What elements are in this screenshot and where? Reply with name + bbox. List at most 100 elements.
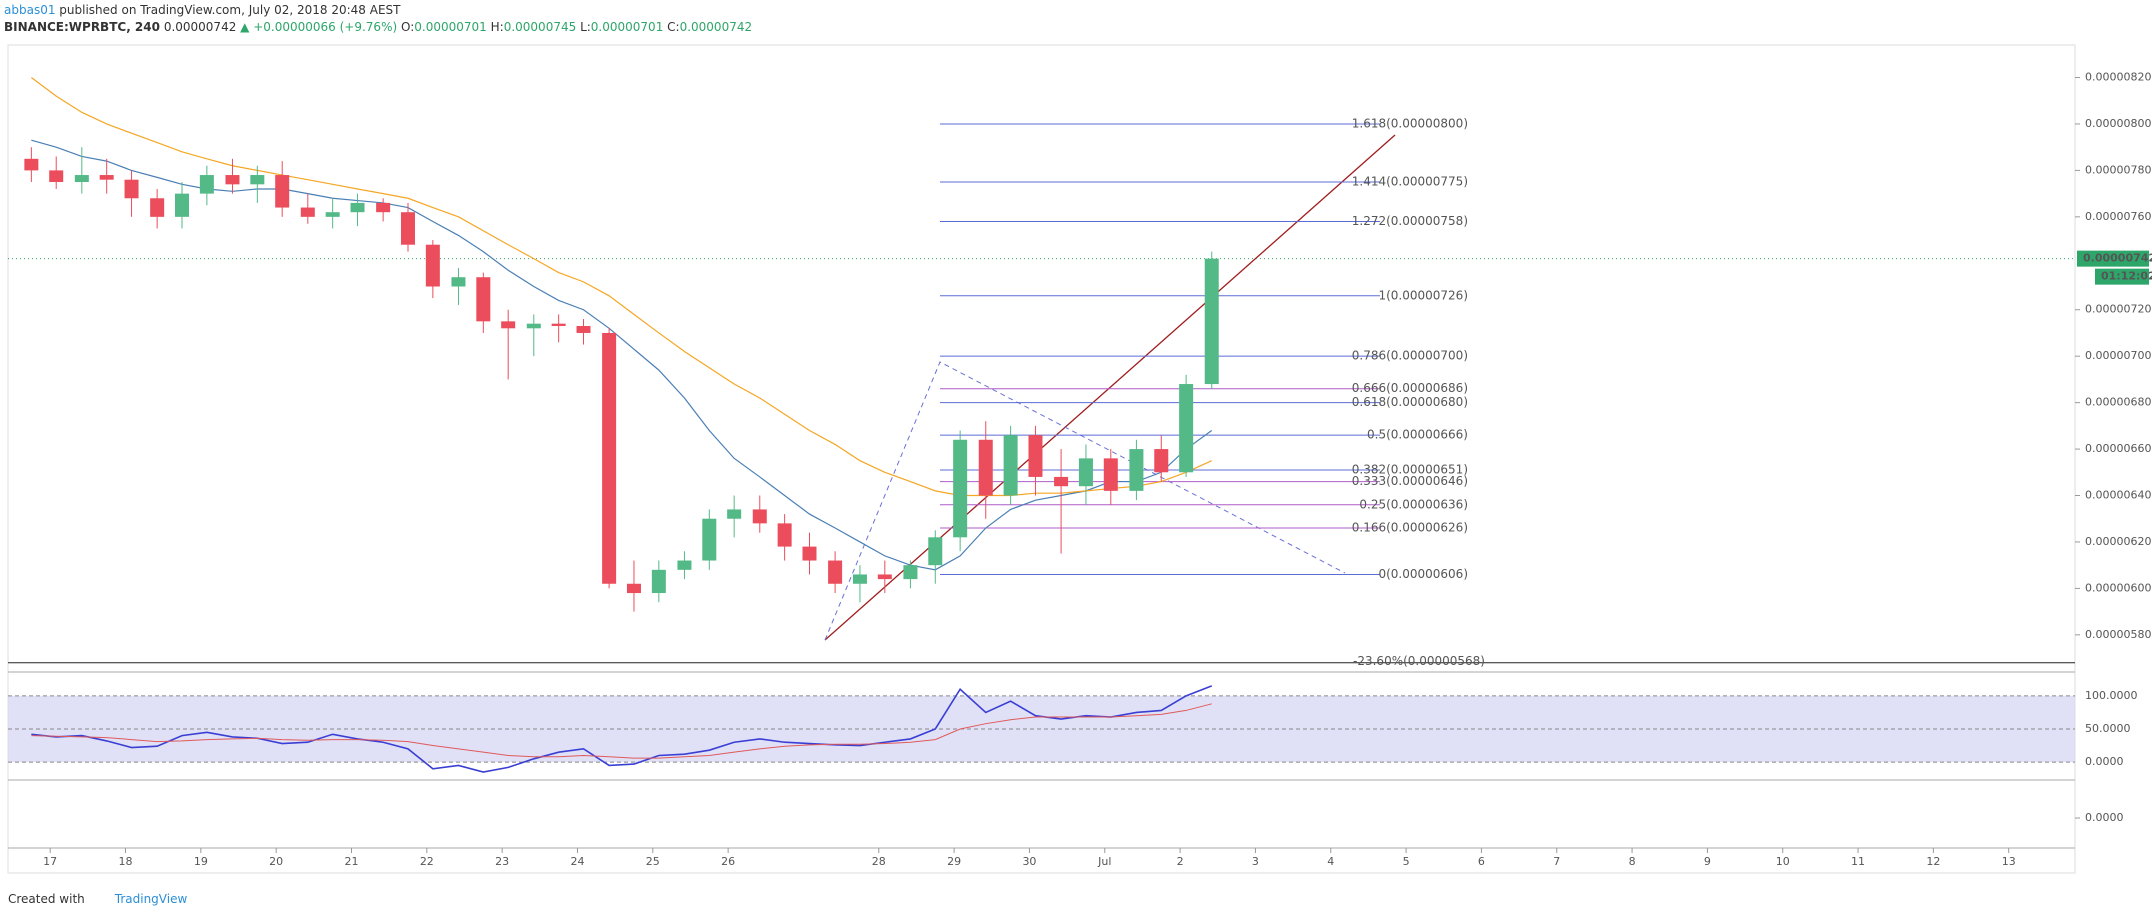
fib-label: 0.25(0.00000636) [1359, 497, 1468, 511]
x-tick-label: 30 [1022, 855, 1036, 868]
candle-body [626, 583, 641, 594]
y-tick-label: 0.00000780 [2085, 163, 2151, 176]
candle-body [602, 332, 617, 584]
candle-body [124, 179, 139, 199]
candle-body [651, 569, 666, 594]
y-tick-label: 0.00000720 [2085, 303, 2151, 316]
x-tick-label: 4 [1327, 855, 1334, 868]
countdown-label: 01:12:02 [2101, 270, 2152, 283]
candle-body [175, 193, 190, 217]
candle-body [802, 546, 817, 561]
fib-label: 0(0.00000606) [1378, 567, 1468, 581]
y-tick-label: 0.00000660 [2085, 442, 2151, 455]
fib-label: 1(0.00000726) [1378, 288, 1468, 302]
fib-base [824, 361, 1346, 641]
chart: 17 18 19 20 21 22 23 24 25 26 28 29 30 Jul 2 3 4 5 6 7 8 9 10 1… [7, 44, 2152, 874]
rsi-line [31, 703, 1212, 759]
rsi-tick-label: 100.0000 [2085, 689, 2138, 702]
candle-body [828, 560, 843, 584]
ohlc-key: L: [580, 20, 591, 34]
symbol-line: BINANCE:WPRBTC, 240 0.00000742 ▲ +0.0000… [4, 19, 752, 36]
candle-body [727, 509, 742, 519]
last-price-box [2077, 250, 2149, 267]
candle-body [777, 523, 792, 547]
x-tick-label: 18 [119, 855, 133, 868]
candle-body [376, 202, 391, 213]
moving-average [31, 139, 1213, 571]
macd-tick-label: 0.0000 [2085, 811, 2124, 824]
y-tick-label: 0.00000600 [2085, 581, 2151, 594]
extension-label: -23.60%(0.00000568) [1353, 654, 1485, 668]
candle-body [225, 175, 240, 185]
candle-body [1103, 458, 1118, 491]
countdown-box [2095, 268, 2149, 285]
candle-body [752, 509, 767, 524]
candle-body [275, 175, 290, 208]
candle-body [250, 175, 265, 185]
header: abbas01 published on TradingView.com, Ju… [4, 2, 752, 36]
x-tick-label: 8 [1629, 855, 1636, 868]
candle-body [1154, 449, 1169, 473]
candle-body [1003, 435, 1018, 496]
created: Created with [8, 892, 85, 906]
x-tick-label: 2 [1177, 855, 1184, 868]
x-tick-label: 3 [1252, 855, 1259, 868]
candle-body [1179, 384, 1194, 473]
candle-body [350, 202, 365, 213]
x-tick-label: 25 [646, 855, 660, 868]
ohlc-value: 0.00000742 [679, 20, 753, 34]
trend-line [824, 134, 1396, 641]
rsi-line [31, 685, 1213, 773]
candle-body [526, 323, 541, 329]
candle-body [74, 175, 89, 183]
rsi-tick-label: 50.0000 [2085, 722, 2131, 735]
candle-body [1054, 476, 1069, 487]
moving-average [30, 77, 1212, 497]
ohlc-value: 0.00000701 [590, 20, 664, 34]
ohlc-key: C: [667, 20, 680, 34]
x-tick-label: 13 [2002, 855, 2016, 868]
ohlc-value: 0.00000701 [414, 20, 487, 34]
candle-body [1028, 435, 1043, 477]
candle-body [300, 207, 315, 217]
price: 0.00000742 [163, 20, 237, 34]
x-tick-label: 22 [420, 855, 434, 868]
x-tick-label: 21 [344, 855, 358, 868]
x-tick-label: 29 [947, 855, 961, 868]
published: published on TradingView.com, July 02, 2… [59, 3, 401, 17]
footer: Created with TradingView [8, 892, 187, 906]
x-tick-label: 12 [1926, 855, 1940, 868]
rsi-tick-label: 0.0000 [2085, 755, 2124, 768]
candle-body [476, 277, 491, 322]
ohlc-key: O: [400, 20, 415, 34]
candle-body [24, 158, 39, 171]
x-tick-label: 23 [495, 855, 509, 868]
candle-body [451, 277, 466, 287]
brand[interactable]: TradingView [114, 892, 188, 906]
author[interactable]: abbas01 [4, 3, 56, 17]
candle-body [49, 170, 64, 183]
y-tick-label: 0.00000620 [2085, 535, 2151, 548]
fib-label: 0.166(0.00000626) [1352, 521, 1468, 535]
y-tick-label: 0.00000640 [2085, 489, 2151, 502]
candle-body [501, 321, 516, 329]
x-tick-label: 24 [570, 855, 584, 868]
y-tick-label: 0.00000800 [2085, 117, 2151, 130]
x-tick-label: 7 [1553, 855, 1560, 868]
change: ▲ +0.00000066 (+9.76%) [240, 20, 398, 34]
ohlc: O:0.00000701 H:0.00000745 L:0.00000701 C… [401, 20, 752, 34]
x-tick-label: 28 [872, 855, 886, 868]
candle-body [877, 574, 892, 580]
x-tick-label: 20 [269, 855, 283, 868]
candle-body [903, 565, 918, 580]
candle-body [551, 323, 566, 326]
candle-body [702, 518, 717, 561]
fib-label: 0.666(0.00000686) [1352, 381, 1468, 395]
fib-label: 0.5(0.00000666) [1367, 428, 1468, 442]
x-tick-label: 9 [1704, 855, 1711, 868]
ohlc-key: H: [490, 20, 504, 34]
fib-label: 0.333(0.00000646) [1352, 474, 1468, 488]
candle-body [852, 574, 867, 584]
x-tick-label: 11 [1851, 855, 1865, 868]
